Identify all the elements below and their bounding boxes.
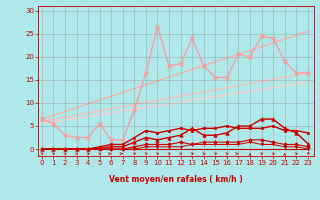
X-axis label: Vent moyen/en rafales ( km/h ): Vent moyen/en rafales ( km/h ) — [109, 174, 243, 184]
